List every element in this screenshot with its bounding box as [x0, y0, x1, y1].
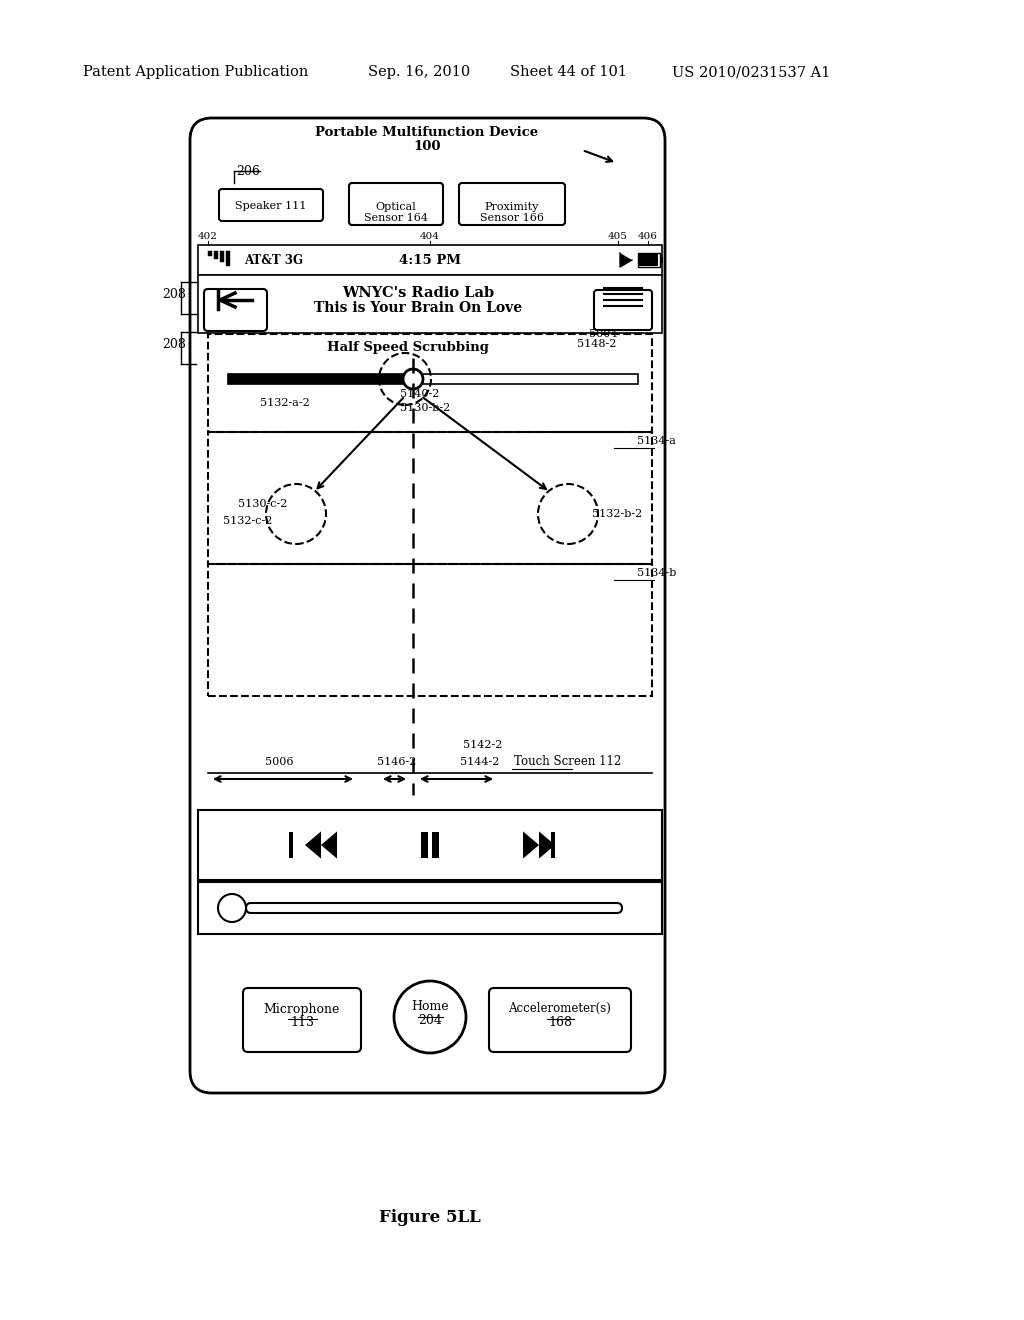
Text: 5132-c-2: 5132-c-2 — [223, 516, 272, 525]
Bar — [432, 832, 439, 858]
Text: Sheet 44 of 101: Sheet 44 of 101 — [510, 65, 627, 79]
Polygon shape — [305, 832, 321, 858]
Polygon shape — [523, 832, 539, 858]
Bar — [198, 882, 662, 935]
Polygon shape — [539, 832, 555, 858]
Bar — [208, 251, 212, 256]
Text: WNYC's Radio Lab: WNYC's Radio Lab — [342, 286, 494, 300]
Text: Portable Multifunction Device: Portable Multifunction Device — [315, 125, 539, 139]
Text: 5146-2: 5146-2 — [377, 756, 417, 767]
Text: Figure 5LL: Figure 5LL — [379, 1209, 481, 1226]
Text: 168: 168 — [548, 1016, 572, 1030]
Circle shape — [403, 370, 423, 389]
FancyBboxPatch shape — [190, 117, 665, 1093]
Text: 5134-a: 5134-a — [637, 436, 676, 446]
Text: 5004: 5004 — [589, 329, 617, 339]
Text: 404: 404 — [420, 232, 440, 242]
Text: 204: 204 — [418, 1015, 442, 1027]
Bar — [220, 251, 224, 261]
FancyBboxPatch shape — [246, 903, 622, 913]
Text: 5130-b-2: 5130-b-2 — [400, 403, 451, 413]
Bar — [551, 832, 555, 858]
Text: Patent Application Publication: Patent Application Publication — [83, 65, 308, 79]
Circle shape — [218, 894, 246, 921]
Text: Sensor 164: Sensor 164 — [364, 213, 428, 223]
Bar — [289, 832, 293, 858]
Circle shape — [394, 981, 466, 1053]
Text: Half Speed Scrubbing: Half Speed Scrubbing — [327, 341, 488, 354]
Text: 100: 100 — [414, 140, 440, 153]
FancyBboxPatch shape — [204, 289, 267, 331]
Text: This is Your Brain On Love: This is Your Brain On Love — [314, 301, 522, 315]
Bar — [660, 257, 663, 263]
Text: 5130-c-2: 5130-c-2 — [238, 499, 288, 510]
Text: 208: 208 — [162, 288, 186, 301]
Bar — [198, 810, 662, 880]
Bar — [228, 374, 413, 384]
Text: Sep. 16, 2010: Sep. 16, 2010 — [368, 65, 470, 79]
Text: 406: 406 — [638, 232, 658, 242]
Polygon shape — [321, 832, 337, 858]
Text: US 2010/0231537 A1: US 2010/0231537 A1 — [672, 65, 830, 79]
Text: 5148-2: 5148-2 — [577, 339, 616, 348]
Bar — [208, 432, 652, 564]
Bar — [639, 253, 658, 267]
FancyBboxPatch shape — [594, 290, 652, 330]
Text: Home: Home — [412, 1001, 449, 1014]
Text: Microphone: Microphone — [264, 1002, 340, 1015]
Text: 5134-b: 5134-b — [637, 568, 677, 578]
Bar — [214, 251, 218, 259]
Bar — [208, 564, 652, 696]
Text: 4:15 PM: 4:15 PM — [399, 255, 461, 268]
Text: 5142-2: 5142-2 — [463, 741, 503, 750]
Text: Touch Screen 112: Touch Screen 112 — [514, 755, 622, 768]
Bar — [198, 275, 662, 333]
Text: 206: 206 — [237, 165, 260, 178]
Text: 5144-2: 5144-2 — [460, 756, 500, 767]
Text: 5132-b-2: 5132-b-2 — [592, 510, 642, 519]
Text: Proximity: Proximity — [484, 202, 540, 213]
Text: 113: 113 — [290, 1016, 314, 1030]
Bar — [226, 251, 230, 267]
Text: Speaker 111: Speaker 111 — [236, 201, 306, 211]
Bar — [228, 374, 638, 384]
FancyBboxPatch shape — [489, 987, 631, 1052]
FancyBboxPatch shape — [243, 987, 361, 1052]
Text: 5132-a-2: 5132-a-2 — [260, 399, 309, 408]
Text: Sensor 166: Sensor 166 — [480, 213, 544, 223]
Bar — [208, 334, 652, 432]
Bar — [198, 246, 662, 275]
Bar — [638, 253, 660, 267]
Bar — [421, 832, 428, 858]
FancyBboxPatch shape — [459, 183, 565, 224]
Text: 5006: 5006 — [265, 756, 294, 767]
FancyBboxPatch shape — [349, 183, 443, 224]
Text: 208: 208 — [162, 338, 186, 351]
Text: 402: 402 — [198, 232, 218, 242]
Text: Accelerometer(s): Accelerometer(s) — [509, 1002, 611, 1015]
Text: 405: 405 — [608, 232, 628, 242]
Text: 5140-2: 5140-2 — [400, 389, 439, 399]
Polygon shape — [620, 253, 632, 267]
Text: AT&T 3G: AT&T 3G — [244, 255, 303, 268]
Text: Optical: Optical — [376, 202, 417, 213]
FancyBboxPatch shape — [219, 189, 323, 220]
